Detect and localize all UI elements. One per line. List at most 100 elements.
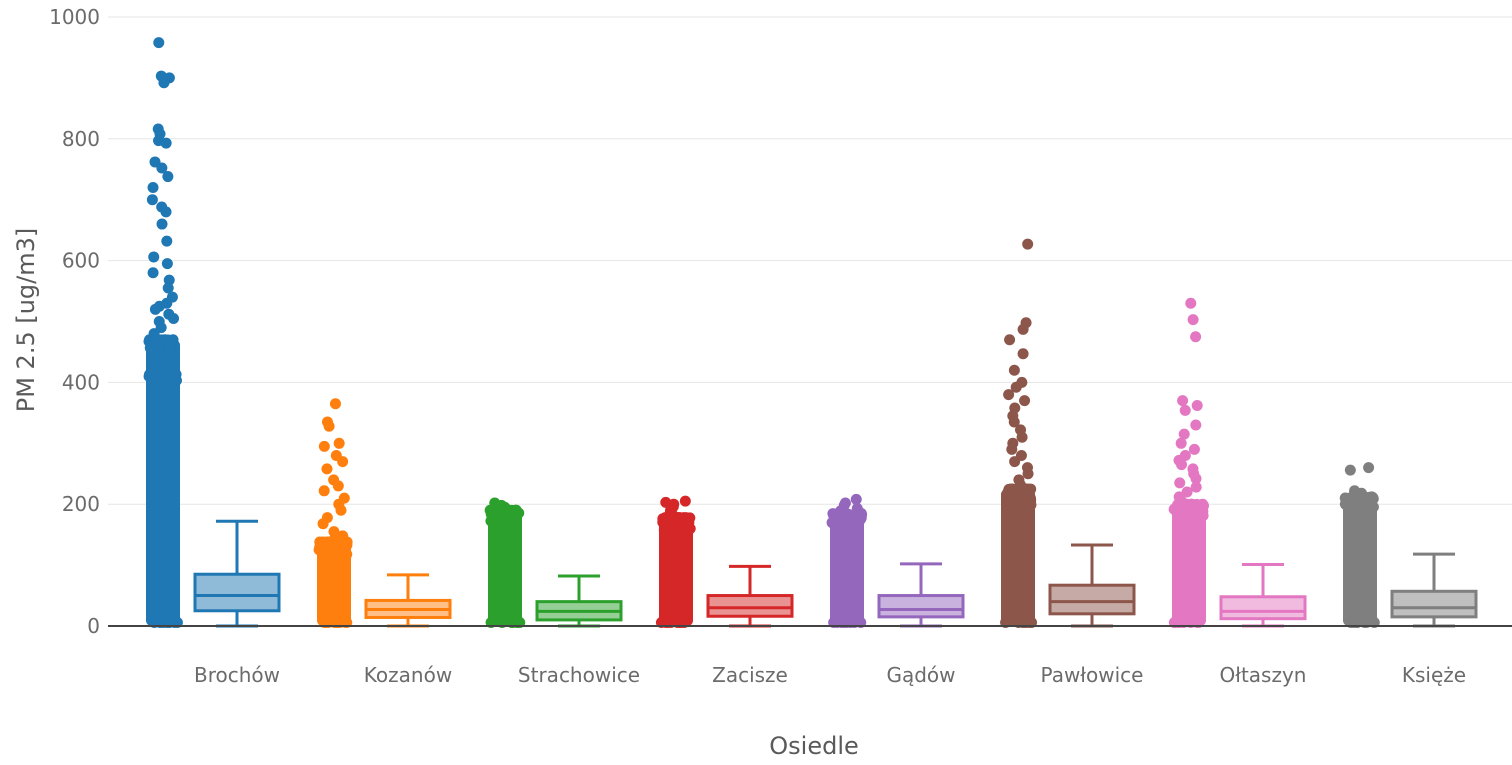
outlier-point (323, 420, 335, 432)
outlier-point (149, 303, 161, 315)
data-point (1192, 505, 1204, 517)
data-point (839, 522, 851, 534)
data-point (1363, 505, 1375, 517)
outlier-point (1356, 487, 1368, 499)
x-tick-label: Gądów (886, 663, 955, 687)
outlier-point (160, 206, 172, 218)
y-tick-label: 600 (62, 249, 100, 273)
outlier-point (1190, 481, 1202, 493)
series-8 (1339, 462, 1478, 628)
outlier-point (1178, 428, 1190, 440)
outlier-point (328, 526, 340, 538)
data-point (854, 513, 866, 525)
outlier-point (149, 331, 161, 343)
data-point (318, 539, 330, 551)
outlier-point (850, 493, 862, 505)
outlier-point (337, 530, 349, 542)
outlier-point (317, 518, 329, 530)
outlier-point (1017, 323, 1029, 335)
outlier-point (328, 534, 340, 546)
outlier-point (1191, 400, 1203, 412)
outlier-point (337, 456, 349, 468)
outlier-point (162, 282, 174, 294)
outlier-point (1016, 431, 1028, 443)
outlier-point (1017, 348, 1029, 360)
data-point (1025, 495, 1037, 507)
series-2 (313, 398, 452, 628)
data-point (1008, 503, 1020, 515)
outlier-point (1177, 395, 1189, 407)
x-tick-label: Pawłowice (1041, 663, 1144, 687)
outlier-point (1187, 314, 1199, 326)
points-dense-column (1343, 496, 1377, 626)
outlier-point (156, 218, 168, 230)
data-point (507, 510, 519, 522)
outlier-point (156, 162, 168, 174)
outlier-point (329, 398, 341, 410)
outlier-point (679, 495, 691, 507)
x-axis-title: Osiedle (769, 732, 859, 760)
axis-layer: Osiedle PM 2.5 [ug/m3] 0 200 400 600 800 1000… (12, 5, 1512, 760)
outlier-point (1014, 479, 1026, 491)
outlier-point (147, 182, 159, 194)
y-tick-label: 400 (62, 370, 100, 394)
series-4 (655, 495, 794, 628)
y-tick-label: 1000 (49, 5, 100, 29)
outlier-point (1008, 364, 1020, 376)
outlier-point (1190, 331, 1202, 343)
outlier-point (161, 235, 173, 247)
y-tick-label: 0 (87, 614, 100, 638)
points-dense-column (1001, 488, 1035, 626)
outlier-point (161, 258, 173, 270)
outlier-point (835, 505, 847, 517)
outlier-point (1003, 389, 1015, 401)
points-dense-column (1172, 504, 1206, 626)
outlier-point (1004, 334, 1016, 346)
x-tick-label: Strachowice (518, 663, 640, 687)
outlier-point (318, 440, 330, 452)
outlier-point (332, 480, 344, 492)
box-iqr (1390, 589, 1478, 619)
outlier-point (1019, 395, 1031, 407)
outlier-point (1009, 456, 1021, 468)
outlier-point (148, 251, 160, 263)
outlier-point (1022, 468, 1034, 480)
outlier-point (162, 171, 174, 183)
outlier-point (163, 343, 175, 355)
outlier-point (335, 504, 347, 516)
box-iqr (1219, 595, 1307, 621)
outlier-point (147, 267, 159, 279)
outlier-point (1179, 404, 1191, 416)
data-point (684, 512, 696, 524)
outlier-point (1175, 495, 1187, 507)
box-iqr (877, 594, 965, 619)
data-point (681, 527, 693, 539)
outlier-point (318, 485, 330, 497)
y-tick-label: 800 (62, 127, 100, 151)
grid-layer (108, 16, 1512, 505)
outlier-point (321, 463, 333, 475)
series-3 (484, 497, 623, 628)
outlier-point (1190, 473, 1202, 485)
outlier-point (168, 312, 180, 324)
outlier-point (667, 509, 679, 521)
outlier-point (1022, 238, 1034, 250)
series-7 (1168, 297, 1307, 628)
data-point (496, 521, 508, 533)
outlier-point (158, 77, 170, 89)
data-point (169, 368, 181, 380)
outlier-point (153, 37, 165, 49)
data-point (851, 522, 863, 534)
outlier-point (333, 437, 345, 449)
data-layer (143, 37, 1478, 628)
outlier-point (1188, 443, 1200, 455)
box-iqr (193, 572, 281, 613)
outlier-point (1176, 459, 1188, 471)
x-tick-label: Księże (1402, 663, 1466, 687)
x-tick-label: Zacisze (712, 663, 788, 687)
y-tick-label: 200 (62, 492, 100, 516)
x-tick-label: Brochów (194, 663, 280, 687)
outlier-point (146, 194, 158, 206)
y-axis-title: PM 2.5 [ug/m3] (12, 228, 40, 413)
